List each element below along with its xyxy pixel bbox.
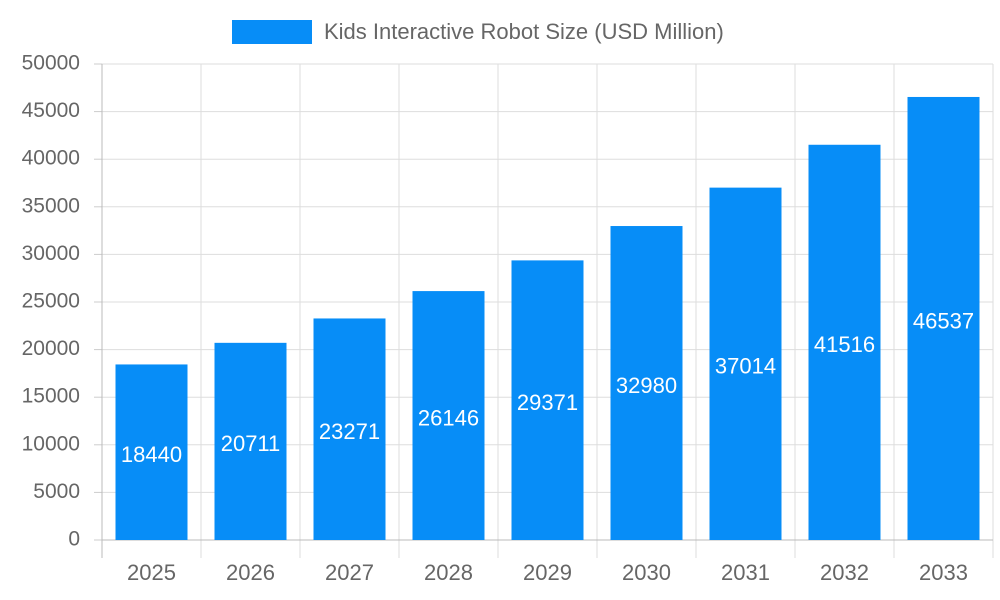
data-label: 46537 [913,308,974,333]
data-label: 23271 [319,419,380,444]
legend-swatch [232,20,312,44]
x-tick-label: 2033 [919,560,968,585]
data-label: 18440 [121,442,182,467]
data-label: 29371 [517,390,578,415]
y-tick-label: 5000 [33,480,80,503]
bar [709,187,782,541]
x-tick-label: 2029 [523,560,572,585]
bar [115,364,188,540]
bar [511,260,584,540]
data-label: 20711 [221,431,281,456]
x-tick-label: 2026 [226,560,275,585]
bar [808,144,881,540]
x-tick-label: 2031 [721,560,770,585]
x-tick-label: 2030 [622,560,671,585]
y-tick-label: 15000 [22,385,80,408]
legend-label: Kids Interactive Robot Size (USD Million… [324,19,724,44]
data-label: 41516 [814,332,875,357]
y-tick-label: 35000 [22,194,80,217]
y-tick-label: 50000 [22,52,80,75]
data-label: 37014 [715,354,776,379]
x-tick-label: 2028 [424,560,473,585]
data-label: 26146 [418,405,479,430]
x-tick-label: 2025 [127,560,176,585]
y-tick-label: 0 [68,528,80,551]
y-tick-label: 45000 [22,99,80,122]
y-tick-label: 40000 [22,147,80,170]
y-tick-label: 20000 [22,337,80,360]
y-tick-label: 30000 [22,242,80,265]
bar [214,342,287,540]
bar [412,291,485,540]
y-tick-label: 10000 [22,432,80,455]
bar [907,96,980,540]
data-label: 32980 [616,373,677,398]
bar [313,318,386,540]
x-tick-label: 2027 [325,560,374,585]
bar [610,226,683,540]
x-tick-label: 2032 [820,560,869,585]
y-tick-label: 25000 [22,290,80,313]
